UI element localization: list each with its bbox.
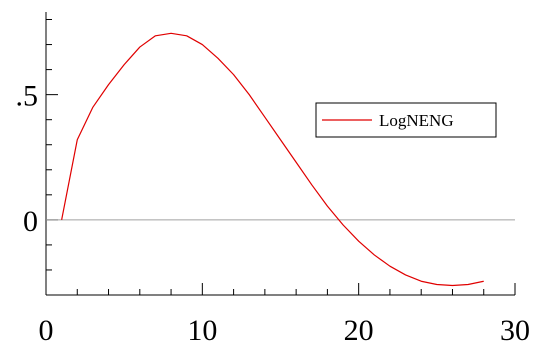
series-lines — [61, 32, 484, 287]
y-tick-label: .5 — [16, 80, 39, 113]
y-axis: 0.5 — [16, 12, 58, 296]
legend-label: LogNENG — [379, 111, 454, 130]
x-tick-label: 0 — [39, 314, 54, 347]
series-line-lognengs — [61, 32, 484, 287]
x-axis: 0 10 20 30 — [39, 283, 530, 347]
legend: LogNENG — [315, 102, 497, 138]
y-tick-label: 0 — [23, 205, 38, 238]
x-tick-label: 30 — [500, 314, 530, 347]
x-tick-label: 10 — [187, 314, 217, 347]
x-tick-label: 20 — [344, 314, 374, 347]
